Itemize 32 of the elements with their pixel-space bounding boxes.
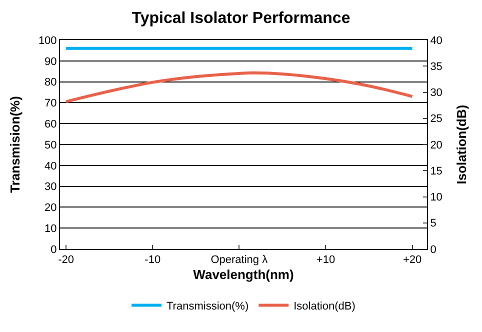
y-tick-label: 80	[44, 76, 57, 89]
y2-tick-label: 25	[430, 113, 442, 126]
y2-tick-label: 35	[430, 60, 442, 73]
y-tick-label: 50	[44, 139, 57, 152]
y2-tick-label: 5	[430, 218, 436, 230]
y-tick-label: 30	[44, 181, 57, 194]
x-tick-label: Operating λ	[210, 254, 268, 266]
y-tick-label: 10	[44, 222, 57, 235]
y2-tick-label: 10	[430, 192, 442, 204]
legend-label: Transmission(%)	[166, 300, 249, 313]
y-tick-label: 100	[38, 34, 57, 47]
y-tick-label: 40	[44, 160, 57, 172]
y2-tick-label: 15	[430, 165, 442, 178]
line-series	[64, 71, 414, 104]
y2-tick-label: 20	[430, 139, 442, 152]
x-tick-label: -20	[58, 254, 74, 266]
y2-tick-label: 40	[430, 34, 442, 47]
y-tick-label: 20	[44, 202, 57, 214]
y2-axis-title: Isolation(dB)	[454, 104, 470, 184]
x-axis-title: Wavelength(nm)	[193, 266, 294, 282]
x-tick-label: +10	[316, 254, 336, 266]
y2-tick-label: 30	[430, 87, 442, 100]
y-tick-label: 70	[44, 98, 57, 110]
y-tick-label: 90	[44, 56, 57, 68]
x-tick-label: -10	[144, 254, 161, 266]
y-tick-label: 60	[44, 118, 57, 130]
chart-title: Typical Isolator Performance	[132, 10, 350, 27]
x-tick-label: +20	[402, 254, 422, 266]
legend-label: Isolation(dB)	[294, 300, 356, 313]
y-tick-label: 0	[50, 244, 57, 256]
y-axis-title: Transmision(%)	[7, 96, 22, 193]
y2-tick-label: 0	[430, 244, 436, 256]
